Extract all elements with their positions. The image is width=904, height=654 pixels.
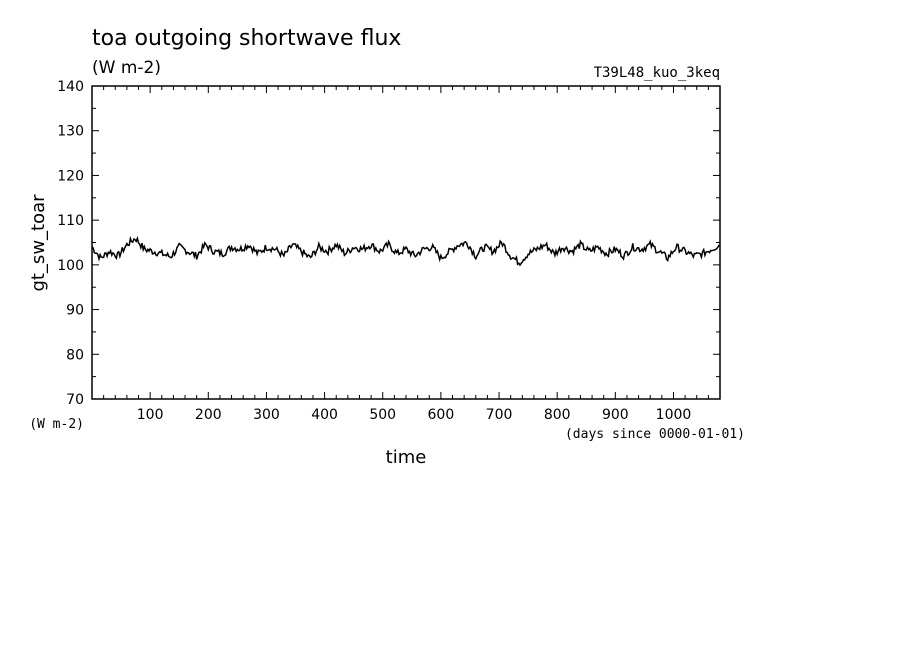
y-tick-label: 90 [66,303,84,319]
y-tick-label: 120 [57,168,84,184]
x-tick-label: 1000 [656,407,692,423]
x-tick-label: 600 [428,407,455,423]
x-axis-units: (days since 0000-01-01) [565,427,745,442]
y-tick-label: 70 [66,392,84,408]
y-tick-label: 130 [57,124,84,140]
y-axis-label: gt_sw_toar [28,194,49,292]
series-line [91,235,721,267]
y-tick-label: 80 [66,347,84,363]
x-axis-label: time [386,447,427,468]
x-tick-label: 300 [253,407,280,423]
plot-frame [91,85,721,400]
x-ticks: 100 200 300 400 500 600 700 800 900 1000 [91,86,721,423]
x-tick-label: 200 [195,407,222,423]
x-tick-label: 400 [311,407,338,423]
experiment-label: T39L48_kuo_3keq [594,65,720,81]
y-tick-label: 100 [57,258,84,274]
x-tick-label: 500 [369,407,396,423]
x-tick-label: 100 [137,407,164,423]
x-tick-label: 800 [544,407,571,423]
chart-units: (W m-2) [92,58,161,78]
y-axis-units: (W m-2) [29,417,84,432]
x-tick-label: 900 [602,407,629,423]
chart-title: toa outgoing shortwave flux [92,26,401,51]
y-ticks: 70 80 90 100 110 120 130 140 [57,79,720,408]
y-tick-label: 110 [57,213,84,229]
x-tick-label: 700 [486,407,513,423]
y-tick-label: 140 [57,79,84,95]
